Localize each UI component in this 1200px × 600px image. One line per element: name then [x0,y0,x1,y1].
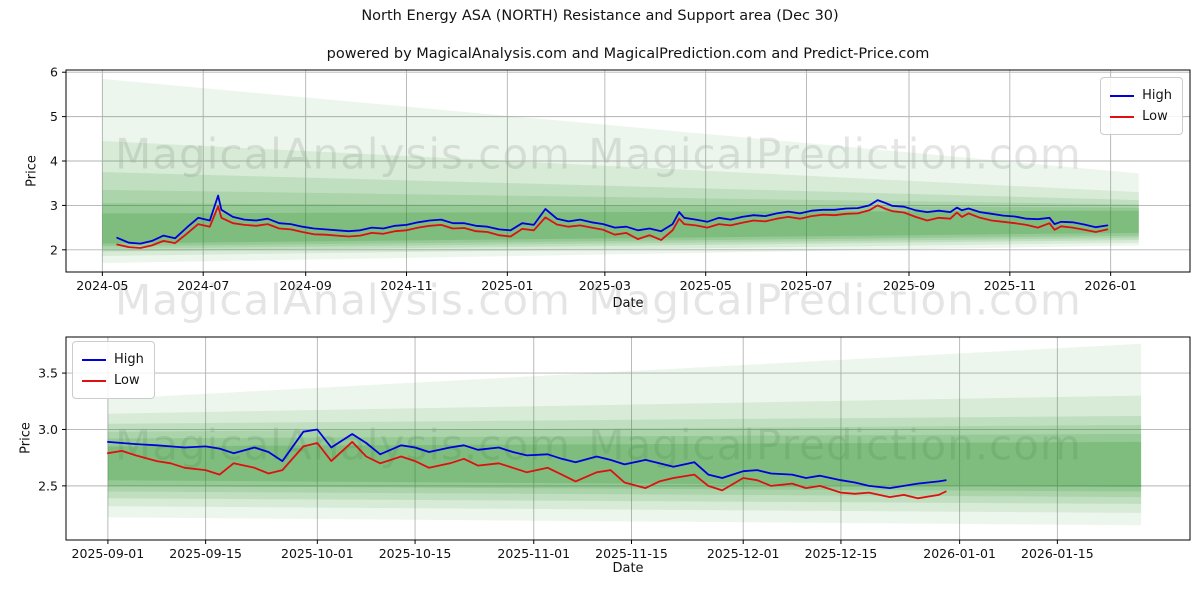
svg-text:2024-11: 2024-11 [380,278,432,293]
svg-text:2025-05: 2025-05 [680,278,732,293]
svg-text:5: 5 [50,109,58,124]
svg-text:3.0: 3.0 [38,422,58,437]
high-line-swatch [82,358,106,361]
svg-text:2025-03: 2025-03 [579,278,631,293]
watermark-analysis-middle: MagicalAnalysis.com [115,275,571,325]
svg-text:2025-07: 2025-07 [780,278,832,293]
low-line-swatch [1110,115,1135,118]
svg-text:2025-01: 2025-01 [481,278,533,293]
svg-text:2025-09-01: 2025-09-01 [72,546,145,561]
y-axis-label-top: Price [24,155,40,187]
svg-text:2026-01-15: 2026-01-15 [1021,546,1094,561]
legend-label-low: Low [114,373,140,388]
legend-item-high: High [1110,85,1172,106]
legend-item-high: High [82,349,144,370]
svg-text:4: 4 [50,154,58,169]
svg-text:2024-07: 2024-07 [177,278,229,293]
svg-text:2.5: 2.5 [38,478,58,493]
watermark-prediction-bottom: MagicalPrediction.com [588,420,1082,470]
svg-text:3: 3 [50,198,58,213]
high-line-swatch [1110,94,1135,97]
svg-text:2025-09: 2025-09 [883,278,935,293]
svg-text:6: 6 [50,65,58,80]
legend-item-low: Low [82,370,144,391]
legend-label-high: High [114,352,144,367]
svg-text:2025-11-01: 2025-11-01 [497,546,570,561]
watermark-analysis-top: MagicalAnalysis.com [115,129,571,179]
svg-text:2024-05: 2024-05 [76,278,128,293]
svg-text:2024-09: 2024-09 [280,278,332,293]
svg-text:2025-11-15: 2025-11-15 [595,546,668,561]
legend-top-chart: High Low [1100,77,1183,135]
svg-text:2025-10-01: 2025-10-01 [281,546,354,561]
chart-subtitle: powered by MagicalAnalysis.com and Magic… [326,46,930,62]
svg-text:3.5: 3.5 [38,366,58,381]
svg-text:2026-01: 2026-01 [1085,278,1137,293]
svg-text:2: 2 [50,242,58,257]
watermark-prediction-middle: MagicalPrediction.com [588,275,1082,325]
legend-label-low: Low [1142,109,1168,124]
watermark-analysis-bottom: MagicalAnalysis.com [115,420,571,470]
legend-label-high: High [1142,88,1172,103]
x-axis-label-top: Date [612,296,644,311]
y-axis-label-bottom: Price [18,422,34,454]
svg-text:2025-12-15: 2025-12-15 [805,546,878,561]
svg-text:2025-11: 2025-11 [984,278,1036,293]
svg-text:2025-10-15: 2025-10-15 [379,546,452,561]
svg-text:2025-09-15: 2025-09-15 [169,546,242,561]
legend-item-low: Low [1110,106,1172,127]
svg-text:2025-12-01: 2025-12-01 [707,546,780,561]
chart-title: North Energy ASA (NORTH) Resistance and … [361,8,839,24]
watermark-prediction-top: MagicalPrediction.com [588,129,1082,179]
svg-text:2026-01-01: 2026-01-01 [923,546,996,561]
x-axis-label-bottom: Date [612,561,644,576]
low-line-swatch [82,379,106,382]
legend-bottom-chart: High Low [72,341,155,399]
